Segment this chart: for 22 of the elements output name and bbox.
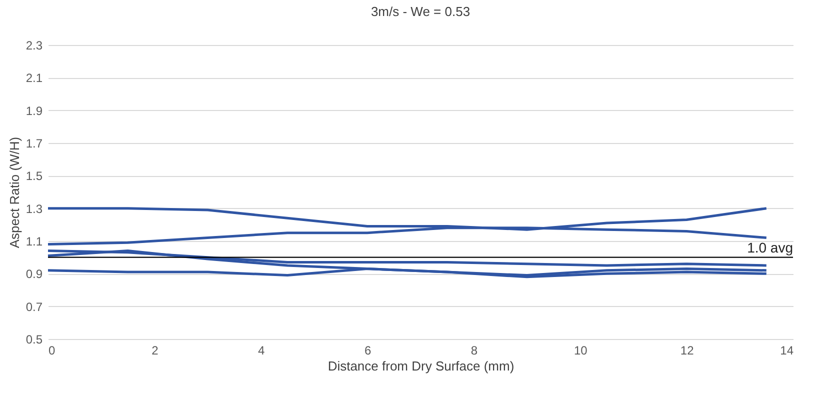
y-tick-label: 2.3 bbox=[26, 38, 43, 52]
y-tick-label: 1.1 bbox=[26, 234, 43, 248]
y-tick-label: 0.5 bbox=[26, 332, 43, 346]
x-tick-label: 2 bbox=[152, 344, 159, 358]
x-tick-label: 10 bbox=[574, 344, 588, 358]
y-axis-title: Aspect Ratio (W/H) bbox=[6, 136, 22, 248]
y-tick-label: 1.5 bbox=[26, 169, 43, 184]
x-tick-label: 4 bbox=[258, 344, 266, 358]
y-tick-label: 0.9 bbox=[26, 267, 43, 282]
y-tick-label: 0.7 bbox=[26, 300, 43, 314]
chart-title: 3m/s - We = 0.53 bbox=[370, 4, 470, 19]
y-tick-label: 1.9 bbox=[26, 104, 43, 118]
y-tick-label: 1.7 bbox=[26, 136, 43, 150]
y-tick-label: 1.3 bbox=[26, 202, 43, 216]
x-tick-label: 12 bbox=[680, 344, 694, 358]
x-tick-label: 14 bbox=[780, 344, 794, 358]
x-tick-label: 6 bbox=[364, 344, 372, 358]
x-tick-label: 8 bbox=[470, 344, 478, 358]
ref-line-label: 1.0 avg bbox=[747, 239, 793, 256]
x-axis-title: Distance from Dry Surface (mm) bbox=[328, 358, 514, 374]
y-tick-label: 2.1 bbox=[26, 71, 43, 86]
x-tick-label: 0 bbox=[48, 344, 56, 358]
